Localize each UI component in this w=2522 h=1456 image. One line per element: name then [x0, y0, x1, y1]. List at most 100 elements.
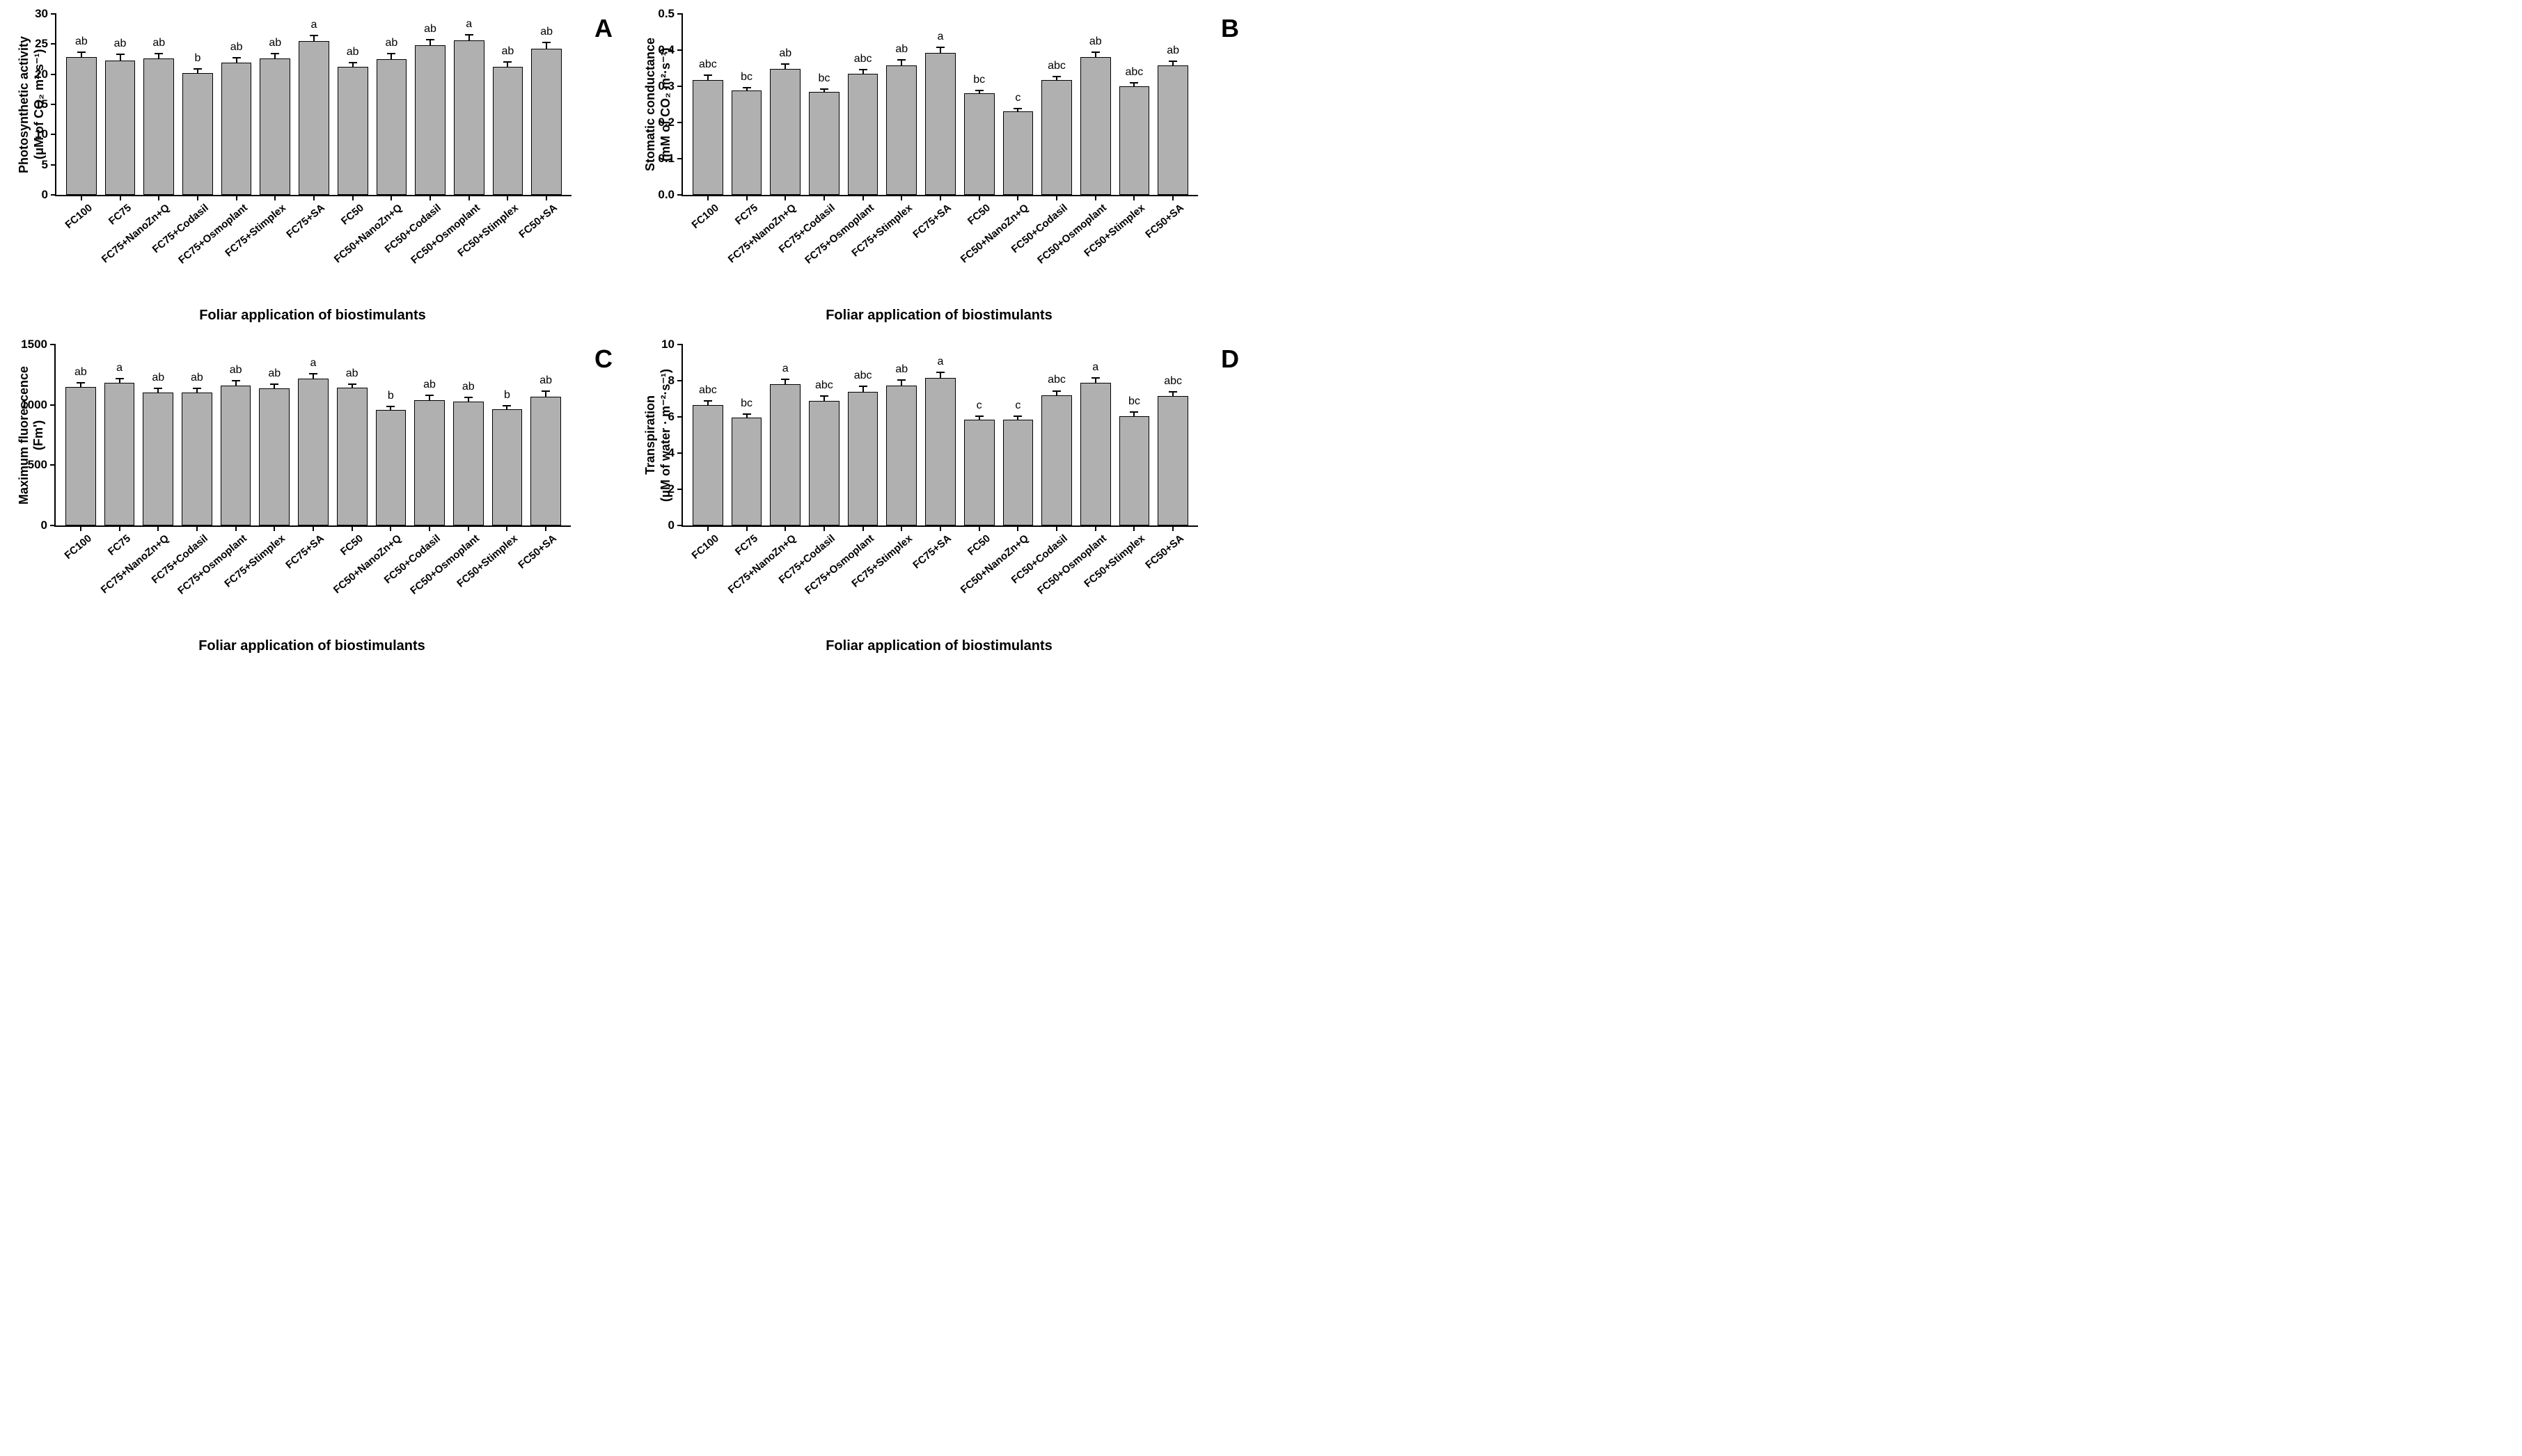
bar — [964, 420, 995, 525]
error-bar — [940, 372, 941, 379]
bar — [453, 402, 484, 525]
significance-label: b — [194, 52, 200, 65]
x-axis-title: Foliar application of biostimulants — [681, 638, 1197, 654]
significance-label: c — [977, 399, 982, 412]
significance-label: abc — [699, 384, 717, 397]
significance-label: b — [388, 390, 394, 402]
y-tick-label: 5 — [42, 158, 56, 172]
bar — [492, 409, 523, 525]
bar-slot: c — [964, 420, 995, 525]
bar-slot: c — [1003, 111, 1034, 195]
bar — [182, 73, 213, 195]
bar-slot: ab — [182, 393, 212, 525]
bar — [260, 58, 290, 195]
error-bar — [707, 400, 709, 406]
error-bar — [1056, 76, 1057, 81]
bar — [530, 397, 561, 525]
error-bar — [1133, 82, 1135, 87]
plot-area: 051015202530abababbababaabababaabab — [55, 14, 572, 196]
error-bar — [901, 59, 902, 65]
y-tick-label: 6 — [668, 410, 683, 424]
bar — [414, 400, 445, 525]
significance-label: ab — [1089, 35, 1102, 48]
bar-slot: ab — [143, 58, 174, 195]
error-bar — [901, 379, 902, 386]
significance-label: ab — [74, 366, 87, 379]
error-bar — [390, 406, 391, 411]
significance-label: a — [466, 18, 472, 31]
bar — [1119, 416, 1150, 525]
bar — [454, 40, 484, 195]
significance-label: c — [1015, 399, 1020, 412]
bar-slot: abc — [848, 74, 878, 195]
panel-letter: C — [594, 345, 613, 374]
error-bar — [274, 53, 276, 60]
bar — [221, 63, 252, 195]
significance-label: ab — [502, 45, 514, 58]
significance-label: a — [1092, 361, 1098, 374]
bar-slot: ab — [377, 59, 407, 195]
bar-slot: ab — [493, 67, 523, 195]
error-bar — [546, 42, 547, 49]
x-axis-title: Foliar application of biostimulants — [55, 308, 570, 324]
significance-label: ab — [152, 372, 164, 384]
bar-slot: abc — [1041, 80, 1072, 195]
bar-slot: ab — [143, 393, 173, 525]
error-bar — [352, 383, 353, 389]
error-bar — [352, 62, 354, 68]
bar-slot: ab — [770, 69, 801, 195]
y-tick-label: 0.0 — [658, 188, 683, 202]
significance-label: abc — [699, 58, 717, 71]
bar — [770, 384, 801, 525]
bar-slot: a — [770, 384, 801, 525]
y-tick-label: 10 — [35, 127, 56, 141]
bar-slot: abc — [848, 392, 878, 525]
bar-slot: a — [925, 378, 956, 525]
y-tick-label: 30 — [35, 7, 56, 21]
y-tick-label: 0 — [668, 519, 683, 532]
y-tick-label: 0.2 — [658, 116, 683, 129]
panel-d: DTranspiration(μM of water · m⁻²·s⁻¹)024… — [640, 345, 1239, 654]
bar-slot: ab — [338, 67, 368, 195]
bar-slot: ab — [105, 61, 136, 195]
bar-slot: bc — [732, 418, 762, 525]
bar — [376, 410, 407, 525]
plot-area: 0246810abcbcaabcabcabaccabcabcabc — [681, 345, 1198, 527]
bar-slot: a — [1080, 383, 1111, 525]
error-bar — [81, 52, 82, 58]
bar — [964, 93, 995, 195]
significance-label: ab — [895, 363, 908, 376]
bar-slot: ab — [66, 57, 97, 195]
bar-slot: bc — [964, 93, 995, 195]
error-bar — [158, 53, 159, 59]
panel-c: CMaximum fluorescence(Fm')050010001500ab… — [14, 345, 613, 654]
significance-label: ab — [114, 38, 127, 50]
bar-slot: ab — [886, 65, 917, 195]
y-tick-label: 4 — [668, 446, 683, 460]
significance-label: ab — [424, 23, 436, 35]
bar-slot: ab — [1158, 65, 1188, 195]
significance-label: abc — [854, 53, 872, 65]
y-tick-label: 10 — [661, 338, 683, 351]
bar — [105, 61, 136, 195]
error-bar — [120, 54, 121, 61]
error-bar — [80, 382, 81, 388]
bar-slot: a — [299, 41, 329, 195]
bar-slot: abc — [809, 401, 840, 525]
bar-slot: abc — [1158, 396, 1188, 525]
significance-label: ab — [230, 364, 242, 377]
bar — [143, 393, 173, 525]
bar-slot: abc — [693, 80, 723, 195]
x-axis-title: Foliar application of biostimulants — [681, 308, 1197, 324]
bar-slot: ab — [260, 58, 290, 195]
y-tick-label: 0 — [42, 188, 56, 202]
error-bar — [429, 395, 430, 401]
error-bar — [1095, 52, 1096, 58]
bar-slot: ab — [531, 49, 562, 195]
bar — [66, 57, 97, 195]
y-tick-label: 1000 — [21, 398, 56, 412]
bar — [732, 418, 762, 525]
plot-area: 0.00.10.20.30.40.5abcbcabbcabcababccabca… — [681, 14, 1198, 196]
y-tick-label: 25 — [35, 37, 56, 51]
error-bar — [1172, 391, 1174, 397]
